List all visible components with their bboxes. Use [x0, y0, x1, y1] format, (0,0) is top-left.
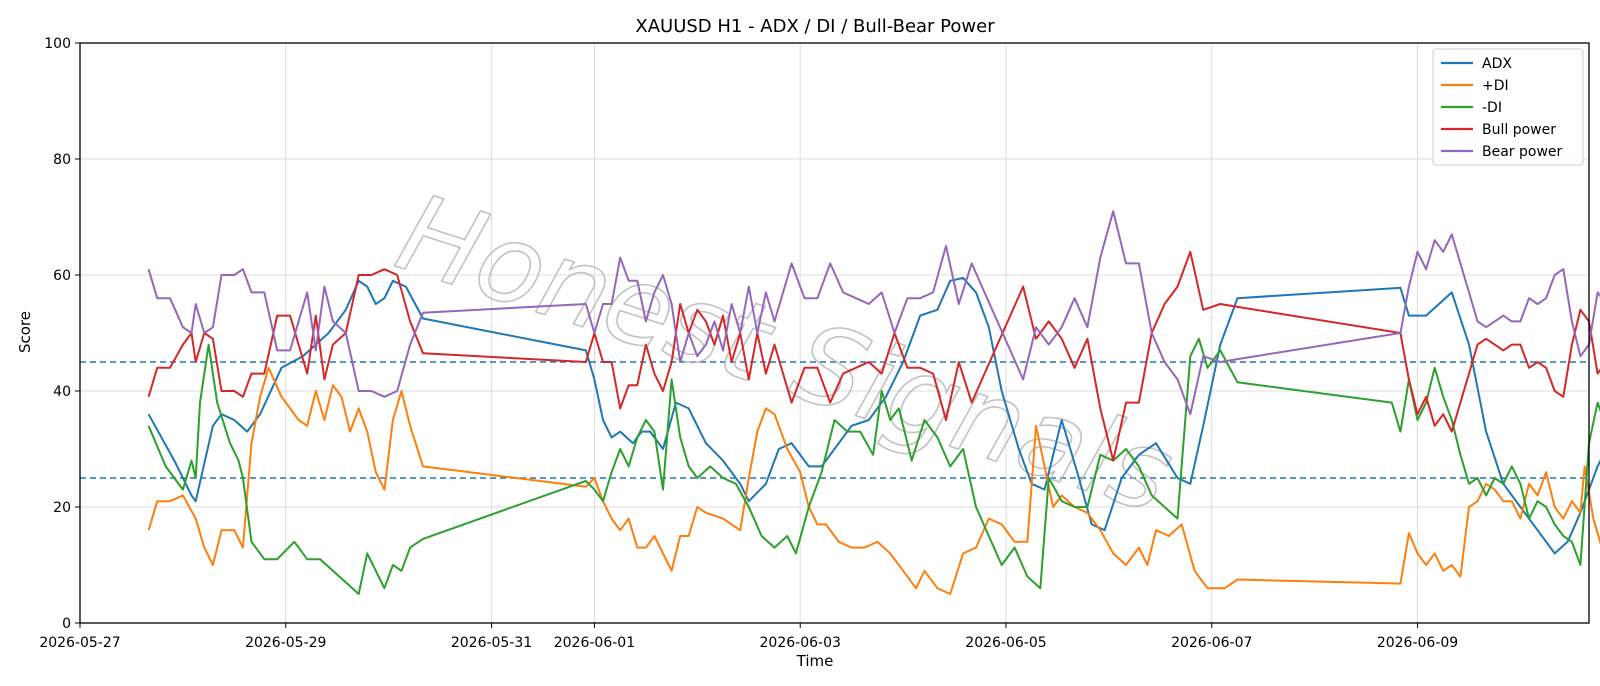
- y-tick-label: 60: [53, 268, 71, 284]
- plot-frame: [79, 42, 1590, 624]
- x-axis-label: Time: [796, 652, 834, 670]
- series-line-bull-power: [147, 250, 1600, 462]
- legend-label: Bull power: [1482, 122, 1556, 138]
- y-tick-label: 0: [62, 616, 71, 632]
- axis-ticks: 0 20 40 60 80 100 2026-05-27 2026-05-29 2026-05-…: [39, 36, 1458, 651]
- series-line-di: [147, 366, 1600, 595]
- x-tick-label: 2026-06-07: [1171, 635, 1252, 651]
- reference-lines: [80, 361, 1589, 479]
- y-tick-label: 40: [53, 384, 71, 400]
- y-tick-label: 80: [53, 152, 71, 168]
- legend-label: -DI: [1482, 100, 1502, 116]
- y-tick-label: 100: [44, 36, 71, 52]
- y-axis-label: Score: [16, 311, 34, 353]
- x-tick-label: 2026-05-31: [451, 635, 532, 651]
- chart-title: XAUUSD H1 - ADX / DI / Bull-Bear Power: [635, 16, 995, 37]
- x-tick-label: 2026-06-09: [1377, 635, 1458, 651]
- legend-box: [1432, 48, 1584, 166]
- y-tick-label: 20: [53, 500, 71, 516]
- legend-label: Bear power: [1482, 144, 1563, 160]
- x-tick-label: 2026-06-05: [965, 635, 1046, 651]
- x-tick-label: 2026-06-03: [760, 635, 841, 651]
- legend-label: ADX: [1482, 56, 1512, 72]
- series-lines: [147, 210, 1600, 595]
- x-tick-label: 2026-05-27: [39, 635, 120, 651]
- legend-label: +DI: [1482, 78, 1509, 94]
- x-tick-label: 2026-05-29: [245, 635, 326, 651]
- series-line-di: [147, 337, 1600, 595]
- x-tick-label: 2026-06-01: [554, 635, 635, 651]
- series-line-bear-power: [147, 210, 1600, 416]
- series-line-adx: [147, 276, 1600, 555]
- legend: ADX +DI -DI Bull power Bear power: [1432, 48, 1584, 166]
